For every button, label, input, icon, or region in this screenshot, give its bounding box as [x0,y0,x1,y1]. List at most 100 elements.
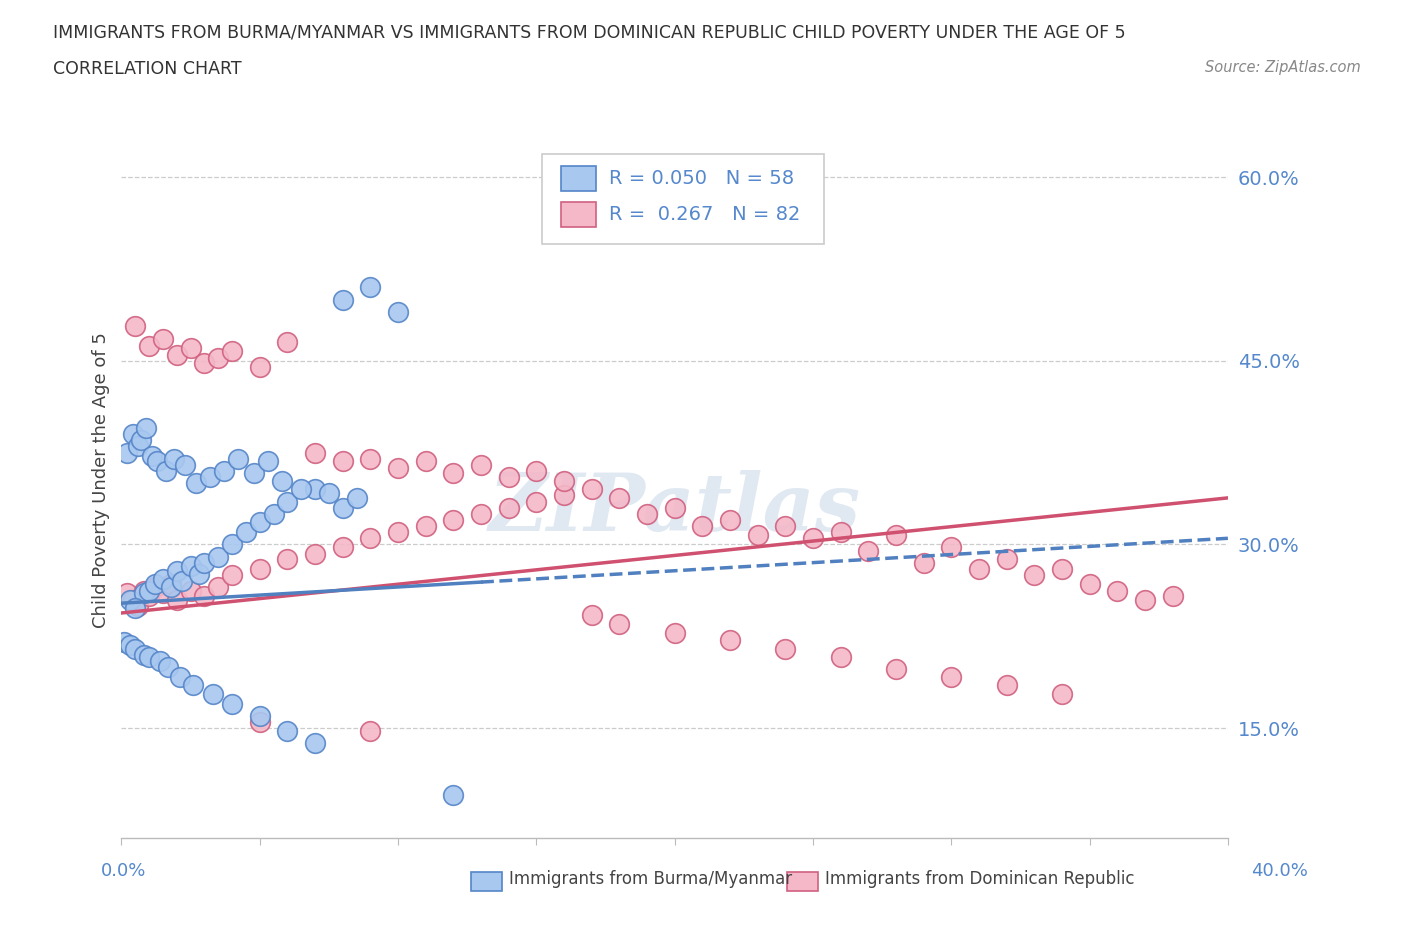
Point [187,566,209,581]
Point [553,473,575,488]
Point [149,653,172,668]
Point [184,476,207,491]
Point [160,579,183,594]
Point [207,351,229,365]
Point [332,500,354,515]
Point [183,678,205,693]
Point [304,547,326,562]
Point [441,512,464,527]
Point [581,608,603,623]
Point [152,571,174,586]
Text: Immigrants from Burma/Myanmar: Immigrants from Burma/Myanmar [509,870,792,888]
Point [995,678,1018,693]
Point [132,586,155,601]
Point [124,601,146,616]
Point [858,543,880,558]
Point [359,724,381,738]
Point [157,659,180,674]
Point [249,359,271,374]
Point [270,473,292,488]
Point [146,454,169,469]
Point [470,458,492,472]
Point [359,531,381,546]
Point [276,494,298,509]
Point [198,470,221,485]
Point [498,470,520,485]
Point [664,500,686,515]
Point [201,686,224,701]
Point [166,347,188,362]
Point [166,564,188,578]
Point [995,551,1018,566]
Point [138,583,160,598]
Point [441,466,464,481]
Text: Source: ZipAtlas.com: Source: ZipAtlas.com [1205,60,1361,75]
Point [718,632,741,647]
Point [193,356,215,371]
Point [912,555,935,570]
Point [263,506,285,521]
Point [138,339,160,353]
Text: R = 0.050   N = 58: R = 0.050 N = 58 [609,169,794,189]
Point [207,579,229,594]
Point [1024,567,1046,582]
Point [290,482,312,497]
Point [174,458,197,472]
Point [226,451,249,466]
Point [212,463,235,478]
Point [318,485,340,500]
Point [180,583,202,598]
Point [1050,562,1073,577]
Point [166,592,188,607]
Point [884,527,907,542]
Text: IMMIGRANTS FROM BURMA/MYANMAR VS IMMIGRANTS FROM DOMINICAN REPUBLIC CHILD POVERT: IMMIGRANTS FROM BURMA/MYANMAR VS IMMIGRA… [53,23,1126,41]
Point [718,512,741,527]
Point [607,490,630,505]
Point [135,420,157,435]
Point [180,341,202,356]
Point [249,515,271,530]
Point [498,500,520,515]
Text: CORRELATION CHART: CORRELATION CHART [53,60,242,78]
Point [830,650,852,665]
Point [775,519,797,534]
Point [221,697,243,711]
Point [830,525,852,539]
Point [118,592,141,607]
Point [387,525,409,539]
FancyBboxPatch shape [541,154,824,244]
Point [138,589,160,604]
Text: ZIPatlas: ZIPatlas [489,470,860,548]
Point [152,586,174,601]
Point [470,506,492,521]
Point [127,598,149,613]
Point [415,454,437,469]
Point [221,567,243,582]
Point [160,577,183,591]
Text: Immigrants from Dominican Republic: Immigrants from Dominican Republic [825,870,1135,888]
Point [155,463,177,478]
Point [124,319,146,334]
Point [115,586,138,601]
Point [121,592,143,607]
Point [121,427,143,442]
Point [941,670,963,684]
Point [243,466,266,481]
Point [636,506,658,521]
Point [235,525,257,539]
Point [249,714,271,729]
FancyBboxPatch shape [561,202,596,227]
Text: R =  0.267   N = 82: R = 0.267 N = 82 [609,206,801,224]
Point [346,490,368,505]
Point [747,527,769,542]
Point [193,589,215,604]
Point [884,662,907,677]
Point [276,724,298,738]
Point [138,650,160,665]
Point [1078,577,1101,591]
Point [581,482,603,497]
Point [193,555,215,570]
Point [221,343,243,358]
Point [180,559,202,574]
Point [967,562,990,577]
